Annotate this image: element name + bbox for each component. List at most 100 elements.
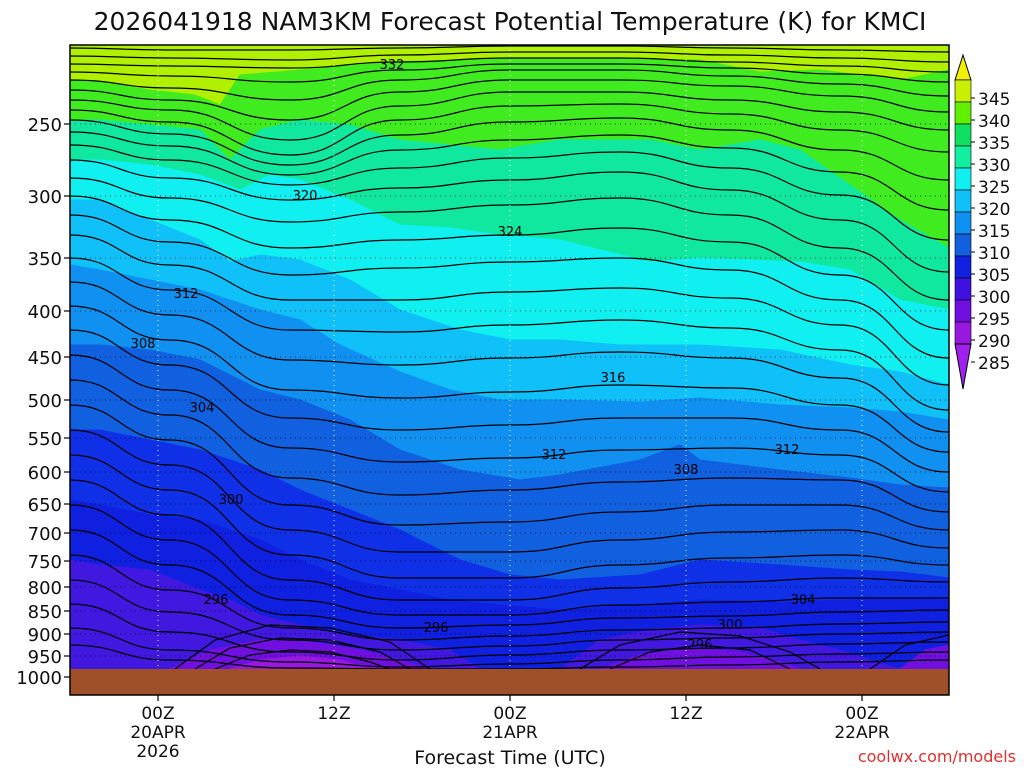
x-tick-label-1-0: 12Z — [317, 704, 350, 724]
y-axis: 2503003504004505005506006507007508008509… — [16, 115, 70, 689]
colorbar-label-340: 340 — [978, 112, 1010, 132]
contour-line-13 — [70, 195, 949, 331]
contour-label-3: 312 — [174, 287, 199, 302]
x-tick-label-2-0: 00Z — [493, 704, 526, 724]
contour-line-7 — [70, 103, 949, 156]
chart-title: 2026041918 NAM3KM Forecast Potential Tem… — [94, 7, 927, 36]
x-tick-label-0-2: 2026 — [136, 742, 179, 762]
x-tick-label-4-1: 22APR — [834, 723, 890, 743]
contour-line-27 — [70, 529, 949, 629]
colorbar-segment-9 — [954, 277, 972, 301]
contour-labels: 332 320 324 312 308 316 304 312 312 308 300 304 296 2… — [131, 58, 816, 653]
contour-line-26 — [70, 504, 949, 616]
contour-label-2: 324 — [498, 225, 523, 240]
contour-label-11: 304 — [791, 593, 816, 608]
colorbar-segment-8 — [954, 255, 972, 279]
contour-label-4: 308 — [131, 337, 156, 352]
contour-line-6 — [70, 91, 949, 141]
colorbar-label-300: 300 — [978, 288, 1010, 308]
contour-line-10 — [70, 144, 949, 241]
y-tick-label-400: 400 — [28, 302, 62, 323]
contour-line-3 — [70, 63, 949, 83]
contour-line-22 — [70, 404, 949, 531]
contour-label-14: 300 — [718, 618, 743, 633]
contour-label-7: 312 — [542, 448, 567, 463]
colorbar-label-315: 315 — [978, 222, 1010, 242]
colorbar-segment-10 — [954, 299, 972, 323]
y-tick-label-500: 500 — [28, 391, 62, 412]
contour-label-10: 300 — [219, 493, 244, 508]
y-tick-label-600: 600 — [28, 463, 62, 484]
contour-line-29 — [70, 579, 949, 651]
contour-line-14 — [70, 214, 949, 359]
y-tick-label-300: 300 — [28, 187, 62, 208]
surface-contour-1 — [194, 637, 411, 670]
colorbar-label-320: 320 — [978, 200, 1010, 220]
y-tick-label-250: 250 — [28, 115, 62, 136]
x-tick-label-4-0: 00Z — [845, 704, 878, 724]
colorbar-segment-2 — [954, 123, 972, 147]
contour-line-12 — [70, 177, 949, 301]
y-tick-label-350: 350 — [28, 249, 62, 270]
colorbar-segment-6 — [954, 211, 972, 235]
y-tick-label-900: 900 — [28, 625, 62, 646]
contour-label-15: 296 — [688, 638, 713, 653]
contour-label-12: 296 — [204, 593, 229, 608]
contour-line-8 — [70, 117, 949, 181]
contour-label-13: 296 — [424, 621, 449, 636]
contour-line-31 — [70, 627, 949, 668]
contour-label-6: 304 — [190, 401, 215, 416]
y-tick-label-750: 750 — [28, 552, 62, 573]
surface-contour-0 — [174, 624, 431, 670]
colorbar-label-335: 335 — [978, 134, 1010, 154]
colorbar-label-305: 305 — [978, 266, 1010, 286]
y-tick-label-800: 800 — [28, 578, 62, 599]
colorbar-segment-7 — [954, 233, 972, 257]
colorbar-label-290: 290 — [978, 332, 1010, 352]
contour-line-18 — [70, 305, 949, 453]
contour-label-1: 320 — [293, 189, 318, 204]
colorbar-segment-3 — [954, 145, 972, 169]
colorbar-segment-11 — [954, 321, 972, 345]
site-credit: coolwx.com/models — [858, 747, 1016, 766]
surface-contour-5 — [869, 634, 949, 670]
contour-label-5: 316 — [601, 371, 626, 386]
surface-contour-4 — [609, 644, 791, 670]
contour-line-20 — [70, 354, 949, 493]
colorbar-label-310: 310 — [978, 244, 1010, 264]
colorbar-bottom-arrow — [954, 343, 972, 390]
contour-label-8: 312 — [775, 443, 800, 458]
colorbar-segment-1 — [954, 101, 972, 125]
y-tick-label-650: 650 — [28, 495, 62, 516]
contour-line-11 — [70, 159, 949, 273]
colorbar-segment-4 — [954, 167, 972, 191]
y-tick-label-850: 850 — [28, 602, 62, 623]
colorbar-label-345: 345 — [978, 90, 1010, 110]
contour-line-2 — [70, 57, 949, 73]
contour-label-9: 308 — [674, 463, 699, 478]
contour-line-21 — [70, 379, 949, 513]
y-tick-label-950: 950 — [28, 647, 62, 668]
grid-lines — [70, 45, 949, 695]
y-tick-label-1000: 1000 — [16, 668, 62, 689]
y-tick-label-700: 700 — [28, 524, 62, 545]
colorbar-label-330: 330 — [978, 156, 1010, 176]
contour-line-28 — [70, 554, 949, 641]
y-tick-label-450: 450 — [28, 348, 62, 369]
colorbar-label-325: 325 — [978, 178, 1010, 198]
contour-line-17 — [70, 281, 949, 433]
contour-label-0: 332 — [380, 58, 405, 73]
x-tick-label-2-1: 21APR — [482, 723, 538, 743]
colorbar-top-arrow — [954, 53, 972, 81]
x-axis-label: Forecast Time (UTC) — [414, 747, 605, 768]
colorbar-label-295: 295 — [978, 310, 1010, 330]
surface-contour-2 — [214, 649, 391, 670]
colorbar-segment-0 — [954, 79, 972, 103]
contour-line-1 — [70, 51, 949, 63]
contour-line-24 — [70, 454, 949, 579]
y-tick-label-550: 550 — [28, 429, 62, 450]
